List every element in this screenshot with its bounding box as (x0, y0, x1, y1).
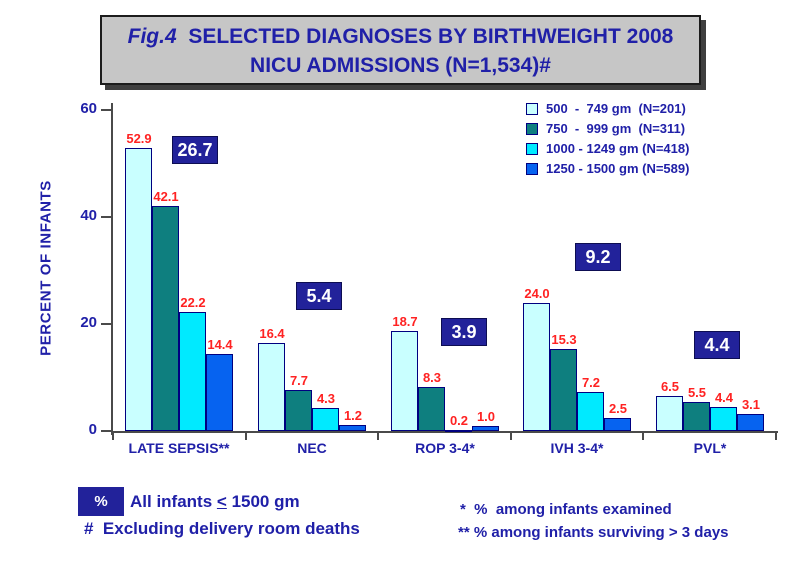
y-axis-tick (101, 323, 111, 325)
x-axis-tick (377, 433, 379, 440)
y-axis-title: PERCENT OF INFANTS (37, 180, 55, 356)
bar-value-label: 16.4 (259, 326, 285, 341)
bar-value-label: 3.1 (741, 397, 761, 412)
bar (710, 407, 737, 431)
bar (656, 396, 683, 431)
x-axis-tick (642, 433, 644, 440)
bar-value-label: 15.3 (551, 332, 577, 347)
x-axis-tick (112, 433, 114, 440)
overall-value-box: 9.2 (575, 243, 621, 271)
legend-swatch (526, 143, 538, 155)
chart-title-line2: NICU ADMISSIONS (N=1,534)# (250, 54, 551, 77)
x-axis-line (111, 431, 778, 433)
bar-value-label: 4.3 (316, 391, 336, 406)
bar-value-label: 2.5 (608, 401, 628, 416)
footnote-excluding-deaths: # Excluding delivery room deaths (84, 519, 360, 538)
bar (577, 392, 604, 431)
category-label: NEC (297, 440, 327, 456)
overall-value-box: 5.4 (296, 282, 342, 310)
chart-title-line1: Fig.4 SELECTED DIAGNOSES BY BIRTHWEIGHT … (127, 25, 674, 48)
bar (206, 354, 233, 431)
figure-number: Fig.4 (127, 25, 177, 48)
y-axis-tick (101, 109, 111, 111)
footnote-all-infants: All infants < 1500 gm (130, 492, 300, 511)
legend-swatch (526, 103, 538, 115)
bar (258, 343, 285, 431)
x-axis-tick (775, 433, 777, 440)
category-label: IVH 3-4* (550, 440, 604, 456)
bar (683, 402, 710, 431)
bar (285, 390, 312, 431)
percent-legend-box: % (78, 487, 124, 516)
legend-swatch (526, 123, 538, 135)
bar-value-label: 24.0 (524, 286, 550, 301)
category-label: ROP 3-4* (415, 440, 475, 456)
bar-value-label: 0.2 (449, 413, 469, 428)
bar-value-label: 42.1 (153, 189, 179, 204)
bar-value-label: 8.3 (422, 370, 442, 385)
x-axis-tick (510, 433, 512, 440)
overall-value-box: 3.9 (441, 318, 487, 346)
footnote-infants-examined: * % among infants examined (460, 501, 672, 518)
y-axis-line (111, 103, 113, 435)
bar-value-label: 52.9 (126, 131, 152, 146)
legend-label: 1000 - 1249 gm (N=418) (546, 141, 690, 156)
bar (179, 312, 206, 431)
bar (152, 206, 179, 431)
bar (339, 425, 366, 431)
bar-value-label: 14.4 (207, 337, 233, 352)
bar (125, 148, 152, 431)
legend-swatch (526, 163, 538, 175)
bar-value-label: 4.4 (714, 390, 734, 405)
category-label: LATE SEPSIS** (128, 440, 230, 456)
chart-title-box: Fig.4 SELECTED DIAGNOSES BY BIRTHWEIGHT … (100, 15, 701, 85)
bar-value-label: 1.2 (343, 408, 363, 423)
bar-value-label: 7.2 (581, 375, 601, 390)
y-axis-tick (101, 430, 111, 432)
bar-value-label: 18.7 (392, 314, 418, 329)
legend-label: 750 - 999 gm (N=311) (546, 121, 686, 136)
bar-value-label: 6.5 (660, 379, 680, 394)
bar-value-label: 5.5 (687, 385, 707, 400)
bar (604, 418, 631, 431)
less-equal-symbol: < (216, 492, 227, 511)
bar (737, 414, 764, 431)
y-tick-label: 60 (80, 100, 97, 117)
bar (445, 430, 472, 432)
x-axis-tick (245, 433, 247, 440)
bar (418, 387, 445, 431)
bar-value-label: 22.2 (180, 295, 206, 310)
y-tick-label: 20 (80, 314, 97, 331)
footnote-infants-surviving: ** % among infants surviving > 3 days (458, 524, 729, 541)
bar (523, 303, 550, 431)
percent-symbol: % (94, 493, 108, 510)
legend-label: 500 - 749 gm (N=201) (546, 101, 686, 116)
bar (391, 331, 418, 431)
bar (550, 349, 577, 431)
bar-value-label: 1.0 (476, 409, 496, 424)
overall-value-box: 26.7 (172, 136, 218, 164)
y-tick-label: 40 (80, 207, 97, 224)
legend-label: 1250 - 1500 gm (N=589) (546, 161, 690, 176)
bar (312, 408, 339, 431)
category-label: PVL* (693, 440, 727, 456)
y-axis-tick (101, 216, 111, 218)
bar (472, 426, 499, 431)
y-tick-label: 0 (88, 421, 97, 438)
bar-value-label: 7.7 (289, 373, 309, 388)
overall-value-box: 4.4 (694, 331, 740, 359)
